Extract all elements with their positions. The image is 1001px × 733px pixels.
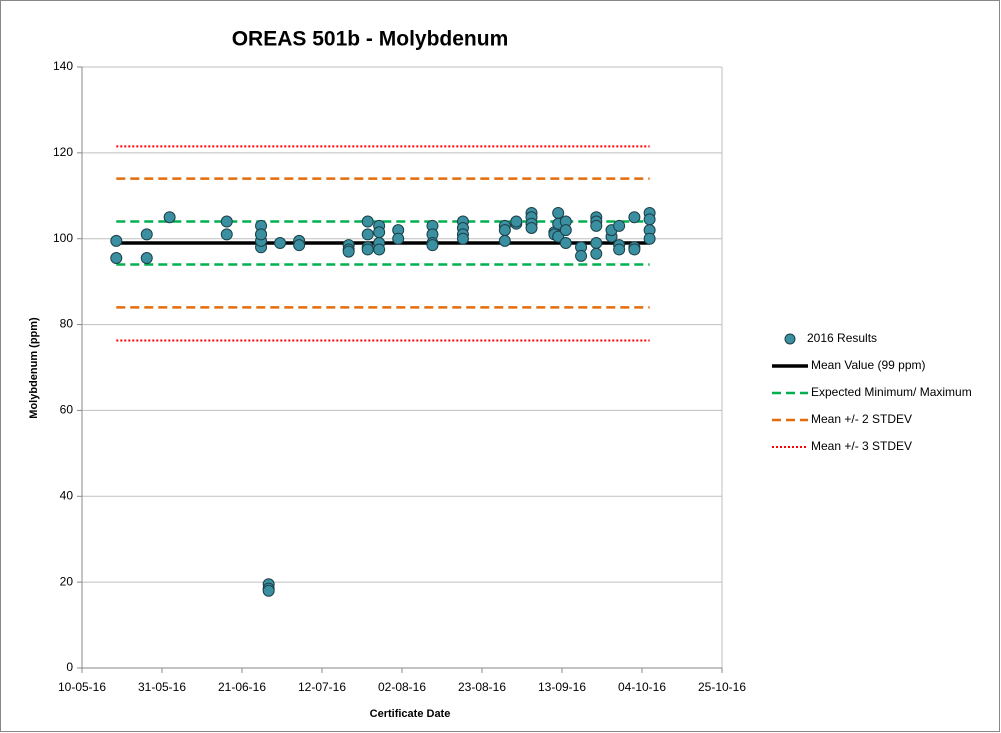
data-point bbox=[426, 239, 439, 252]
data-point bbox=[510, 215, 523, 228]
data-point bbox=[643, 213, 656, 226]
legend-label: Mean Value (99 ppm) bbox=[811, 358, 926, 372]
data-point bbox=[590, 237, 603, 250]
data-point bbox=[274, 237, 287, 250]
data-point bbox=[552, 206, 565, 219]
data-point bbox=[613, 219, 626, 232]
data-point bbox=[373, 226, 386, 239]
data-point bbox=[373, 243, 386, 256]
data-point bbox=[361, 228, 374, 241]
y-axis-title: Molybdenum (ppm) bbox=[28, 317, 40, 419]
series-line bbox=[116, 177, 650, 309]
data-point bbox=[590, 219, 603, 232]
x-tick-label: 02-08-16 bbox=[378, 680, 426, 694]
y-tick-label: 80 bbox=[60, 317, 74, 331]
data-point bbox=[255, 228, 268, 241]
legend-marker bbox=[784, 333, 796, 345]
data-point bbox=[575, 249, 588, 262]
data-point bbox=[628, 243, 641, 256]
data-point bbox=[613, 243, 626, 256]
data-point bbox=[220, 228, 233, 241]
data-point bbox=[643, 232, 656, 245]
y-tick-label: 60 bbox=[60, 403, 74, 417]
data-point bbox=[361, 215, 374, 228]
data-point bbox=[456, 232, 469, 245]
data-point bbox=[220, 215, 233, 228]
legend-label: Mean +/- 3 STDEV bbox=[811, 439, 912, 453]
x-tick-label: 12-07-16 bbox=[298, 680, 346, 694]
x-tick-label: 31-05-16 bbox=[138, 680, 186, 694]
x-tick-label: 23-08-16 bbox=[458, 680, 506, 694]
data-point bbox=[342, 245, 355, 258]
data-point bbox=[628, 211, 641, 224]
y-tick-label: 0 bbox=[66, 660, 73, 674]
x-tick-label: 13-09-16 bbox=[538, 680, 586, 694]
y-tick-label: 40 bbox=[60, 488, 74, 502]
y-tick-label: 100 bbox=[53, 231, 73, 245]
x-tick-label: 25-10-16 bbox=[698, 680, 746, 694]
data-point bbox=[498, 224, 511, 237]
x-tick-label: 21-06-16 bbox=[218, 680, 266, 694]
data-point bbox=[110, 252, 123, 265]
legend-label: Mean +/- 2 STDEV bbox=[811, 412, 912, 426]
x-tick-label: 10-05-16 bbox=[58, 680, 106, 694]
chart-title: OREAS 501b - Molybdenum bbox=[232, 28, 509, 51]
data-point bbox=[140, 252, 153, 265]
data-point bbox=[559, 237, 572, 250]
y-tick-label: 120 bbox=[53, 145, 73, 159]
x-tick-label: 04-10-16 bbox=[618, 680, 666, 694]
data-point bbox=[262, 584, 275, 597]
y-tick-label: 140 bbox=[53, 59, 73, 73]
data-point bbox=[163, 211, 176, 224]
data-point bbox=[140, 228, 153, 241]
y-tick-label: 20 bbox=[60, 574, 74, 588]
data-point bbox=[392, 232, 405, 245]
series-line bbox=[116, 145, 650, 342]
data-point bbox=[552, 230, 565, 243]
data-point bbox=[361, 243, 374, 256]
data-point bbox=[293, 239, 306, 252]
data-point bbox=[590, 247, 603, 260]
data-point bbox=[110, 234, 123, 247]
legend-label: Expected Minimum/ Maximum bbox=[811, 385, 972, 399]
legend-label: 2016 Results bbox=[807, 331, 877, 345]
data-point bbox=[559, 224, 572, 237]
data-point bbox=[498, 234, 511, 247]
x-axis-title: Certificate Date bbox=[370, 708, 451, 720]
data-point bbox=[525, 221, 538, 234]
